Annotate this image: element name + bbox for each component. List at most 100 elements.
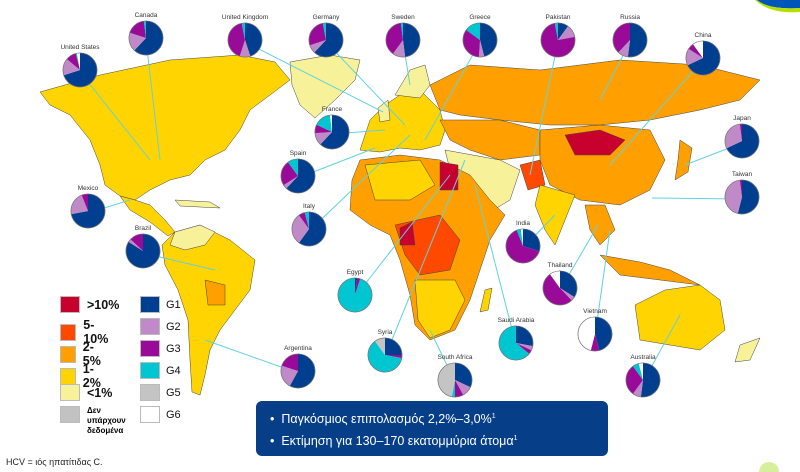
pie-slice-g3 bbox=[130, 234, 143, 251]
pie-syria: Syria bbox=[365, 329, 405, 379]
region-north-africa bbox=[364, 159, 436, 201]
pie-border bbox=[367, 337, 403, 373]
pie-slice-g3 bbox=[386, 23, 403, 54]
prevalence-info-box: • Παγκόσμιος επιπολασμός 2,2%–3,0%1 • Εκ… bbox=[256, 401, 608, 456]
pie-france: France bbox=[312, 106, 352, 156]
footnote: HCV = ιός ηπατίτιδας C. bbox=[6, 457, 103, 467]
pie-canada: Canada bbox=[126, 12, 166, 62]
pie-slice-g1 bbox=[627, 23, 647, 57]
leader-line bbox=[308, 134, 411, 232]
decorative-corner-accent bbox=[755, 0, 800, 13]
region-madagascar bbox=[479, 287, 493, 313]
pie-slice-g2 bbox=[516, 343, 533, 351]
region-southern-africa bbox=[414, 279, 466, 339]
country-label: Spain bbox=[289, 150, 307, 157]
info-line-prevalence: • Παγκόσμιος επιπολασμός 2,2%–3,0%1 bbox=[270, 412, 496, 427]
pie-vietnam: Vietnam bbox=[575, 308, 615, 358]
pie-slice-g2 bbox=[63, 59, 80, 76]
pie-taiwan: Taiwan bbox=[722, 171, 762, 221]
swatch-g5 bbox=[140, 384, 160, 401]
country-label: Egypt bbox=[346, 269, 364, 276]
region-indonesia bbox=[599, 254, 701, 286]
pie-slice-g3 bbox=[385, 355, 402, 359]
pie-slice-g1 bbox=[286, 159, 315, 193]
legend-label: Δεν υπάρχουν δεδομένα bbox=[87, 406, 126, 435]
pie-slice-g4 bbox=[143, 21, 146, 38]
pie-slice-g4 bbox=[400, 23, 403, 40]
region-australia bbox=[634, 284, 726, 351]
pie-slice-g4 bbox=[304, 212, 309, 229]
pie-border bbox=[62, 52, 98, 88]
pie-slice-g1 bbox=[595, 317, 612, 351]
pie-slice-g2 bbox=[455, 380, 471, 395]
pie-slice-g4 bbox=[241, 23, 245, 40]
legend-label: 1-2% bbox=[82, 362, 101, 390]
pie-slice-g3 bbox=[463, 30, 480, 57]
pie-united-states: United States bbox=[60, 44, 100, 94]
swatch-g4 bbox=[140, 362, 160, 379]
pie-japan: Japan bbox=[722, 115, 762, 165]
pie-slice-g4 bbox=[516, 229, 523, 246]
swatch-g2 bbox=[140, 318, 160, 335]
pie-argentina: Argentina bbox=[278, 345, 318, 395]
pie-slice-g4 bbox=[75, 53, 80, 70]
leader-line bbox=[79, 71, 151, 161]
pie-border bbox=[612, 22, 648, 58]
legend-label: G4 bbox=[166, 364, 181, 377]
pie-slice-g1 bbox=[558, 23, 568, 40]
pie-sweden: Sweden bbox=[383, 14, 423, 64]
leader-line bbox=[529, 41, 559, 176]
leader-line bbox=[145, 39, 161, 161]
country-label: Taiwan bbox=[731, 171, 753, 178]
pie-slice-g3 bbox=[626, 366, 643, 394]
pie-border bbox=[505, 228, 541, 264]
pie-border bbox=[314, 114, 350, 150]
pie-border bbox=[280, 158, 316, 194]
region-mongolia bbox=[564, 129, 626, 156]
pie-slice-g2 bbox=[283, 176, 298, 189]
pie-slice-g4 bbox=[554, 23, 558, 40]
pie-mexico: Mexico bbox=[68, 185, 108, 235]
pie-slice-g6 bbox=[550, 271, 560, 288]
pie-slice-g1 bbox=[245, 23, 262, 57]
pie-border bbox=[308, 22, 344, 58]
pie-slice-g6 bbox=[76, 53, 80, 70]
logo-fragment bbox=[759, 462, 779, 472]
pie-slice-g4 bbox=[338, 278, 372, 312]
pie-slice-g3 bbox=[739, 124, 742, 141]
country-label: China bbox=[694, 32, 712, 39]
pie-slice-g2 bbox=[129, 32, 146, 51]
pie-slice-g4 bbox=[288, 159, 298, 176]
pie-border bbox=[291, 211, 327, 247]
pie-slice-g3 bbox=[355, 278, 361, 295]
country-label: Vietnam bbox=[583, 308, 607, 315]
leader-line bbox=[384, 159, 466, 358]
pie-pakistan: Pakistan bbox=[538, 14, 578, 64]
region-southeast-asia bbox=[584, 204, 616, 246]
swatch-2-5 bbox=[60, 345, 76, 363]
region-japan bbox=[674, 139, 693, 181]
country-label: India bbox=[515, 220, 531, 227]
pie-slice-g1 bbox=[71, 194, 105, 228]
region-north-america bbox=[39, 54, 291, 201]
swatch-g6 bbox=[140, 406, 160, 423]
pie-slice-g1 bbox=[289, 354, 315, 388]
region-south-america-north bbox=[169, 224, 216, 251]
pie-slice-g1 bbox=[516, 326, 533, 347]
pie-slice-g3 bbox=[299, 212, 309, 229]
pie-slice-g2 bbox=[686, 48, 703, 66]
country-label: Italy bbox=[303, 203, 315, 210]
pie-slice-g2 bbox=[292, 215, 309, 243]
pie-slice-g4 bbox=[499, 326, 530, 360]
pie-slice-g1 bbox=[687, 41, 720, 75]
pie-slice-g1 bbox=[403, 23, 421, 57]
country-label: United Kingdom bbox=[221, 14, 269, 21]
pie-spain: Spain bbox=[278, 150, 318, 200]
legend-label: G5 bbox=[166, 386, 181, 399]
pie-border bbox=[437, 362, 473, 398]
leader-line bbox=[325, 41, 406, 126]
region-scandinavia bbox=[394, 64, 431, 99]
region-bolivia bbox=[204, 279, 226, 306]
pie-border bbox=[625, 362, 661, 398]
